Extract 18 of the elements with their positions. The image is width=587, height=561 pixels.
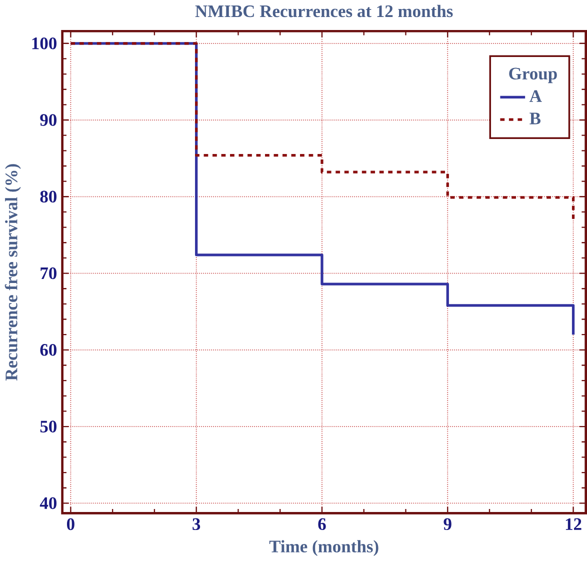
x-tick-label: 9 bbox=[444, 518, 452, 530]
x-tick-label: 12 bbox=[566, 518, 582, 530]
x-tick-label: 3 bbox=[192, 518, 200, 530]
y-tick-label: 60 bbox=[40, 344, 56, 356]
y-tick-label: 100 bbox=[32, 38, 56, 50]
y-axis-title: Recurrence free survival (%) bbox=[4, 164, 21, 381]
y-tick-label: 70 bbox=[40, 267, 56, 280]
x-axis-title: Time (months) bbox=[269, 540, 378, 556]
legend-title: Group bbox=[509, 68, 557, 84]
y-tick-label: 40 bbox=[40, 497, 56, 510]
legend-label: A bbox=[529, 90, 542, 102]
x-tick-label: 0 bbox=[66, 518, 74, 530]
x-tick-label: 6 bbox=[318, 518, 326, 530]
y-tick-label: 90 bbox=[40, 114, 56, 126]
legend-label: B bbox=[530, 112, 540, 124]
y-tick-label: 50 bbox=[40, 420, 56, 433]
y-tick-label: 80 bbox=[40, 190, 56, 203]
chart-title: NMIBC Recurrences at 12 months bbox=[195, 4, 453, 18]
